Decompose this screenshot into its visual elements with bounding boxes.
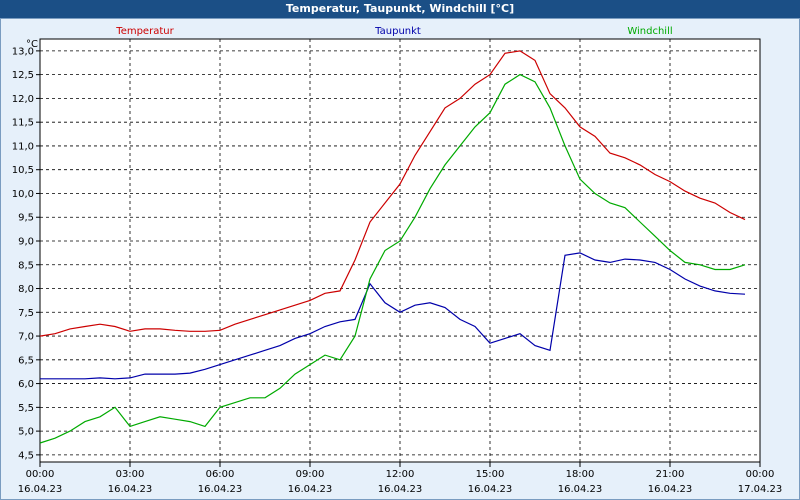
- y-axis-unit-label: °C: [26, 39, 38, 50]
- x-tick-date-label: 16.04.23: [558, 484, 603, 495]
- x-tick-date-label: 16.04.23: [198, 484, 243, 495]
- x-tick-time-label: 12:00: [386, 469, 415, 480]
- y-tick-label: 6,5: [18, 355, 34, 366]
- y-tick-label: 4,5: [18, 450, 34, 461]
- y-tick-label: 5,0: [18, 427, 34, 438]
- y-tick-label: 8,0: [18, 284, 34, 295]
- y-tick-label: 12,0: [12, 94, 34, 105]
- series-line-windchill: [39, 73, 746, 444]
- x-tick-time-label: 21:00: [656, 469, 685, 480]
- legend-entry-windchill: Windchill: [627, 26, 672, 37]
- y-tick-label: 6,0: [18, 379, 34, 390]
- x-tick-time-label: 15:00: [476, 469, 505, 480]
- x-tick-date-label: 16.04.23: [18, 484, 63, 495]
- x-tick-date-label: 16.04.23: [648, 484, 693, 495]
- y-tick-label: 11,0: [12, 141, 34, 152]
- x-tick-date-label: 16.04.23: [468, 484, 513, 495]
- x-tick-date-label: 16.04.23: [108, 484, 153, 495]
- window-title: Temperatur, Taupunkt, Windchill [°C]: [0, 0, 800, 18]
- x-tick-time-label: 00:00: [26, 469, 55, 480]
- x-tick-time-label: 09:00: [296, 469, 325, 480]
- legend-entry-temperatur: Temperatur: [115, 26, 174, 37]
- y-tick-label: 8,5: [18, 260, 34, 271]
- legend-entry-taupunkt: Taupunkt: [374, 26, 421, 37]
- y-tick-label: 12,5: [12, 70, 34, 81]
- y-tick-label: 7,5: [18, 308, 34, 319]
- x-tick-date-label: 16.04.23: [288, 484, 333, 495]
- y-tick-label: 13,0: [12, 46, 34, 57]
- y-tick-label: 9,5: [18, 213, 34, 224]
- y-tick-label: 10,5: [12, 165, 34, 176]
- y-tick-label: 7,0: [18, 332, 34, 343]
- x-tick-time-label: 06:00: [206, 469, 235, 480]
- x-tick-date-label: 16.04.23: [378, 484, 423, 495]
- x-tick-date-label: 17.04.23: [738, 484, 783, 495]
- x-tick-time-label: 03:00: [116, 469, 145, 480]
- series-line-temperatur: [39, 50, 746, 337]
- x-tick-time-label: 00:00: [746, 469, 775, 480]
- y-tick-label: 5,5: [18, 403, 34, 414]
- series-line-taupunkt: [40, 252, 746, 380]
- y-tick-label: 10,0: [12, 189, 34, 200]
- y-tick-label: 11,5: [12, 118, 34, 129]
- y-tick-label: 9,0: [18, 236, 34, 247]
- x-tick-time-label: 18:00: [566, 469, 595, 480]
